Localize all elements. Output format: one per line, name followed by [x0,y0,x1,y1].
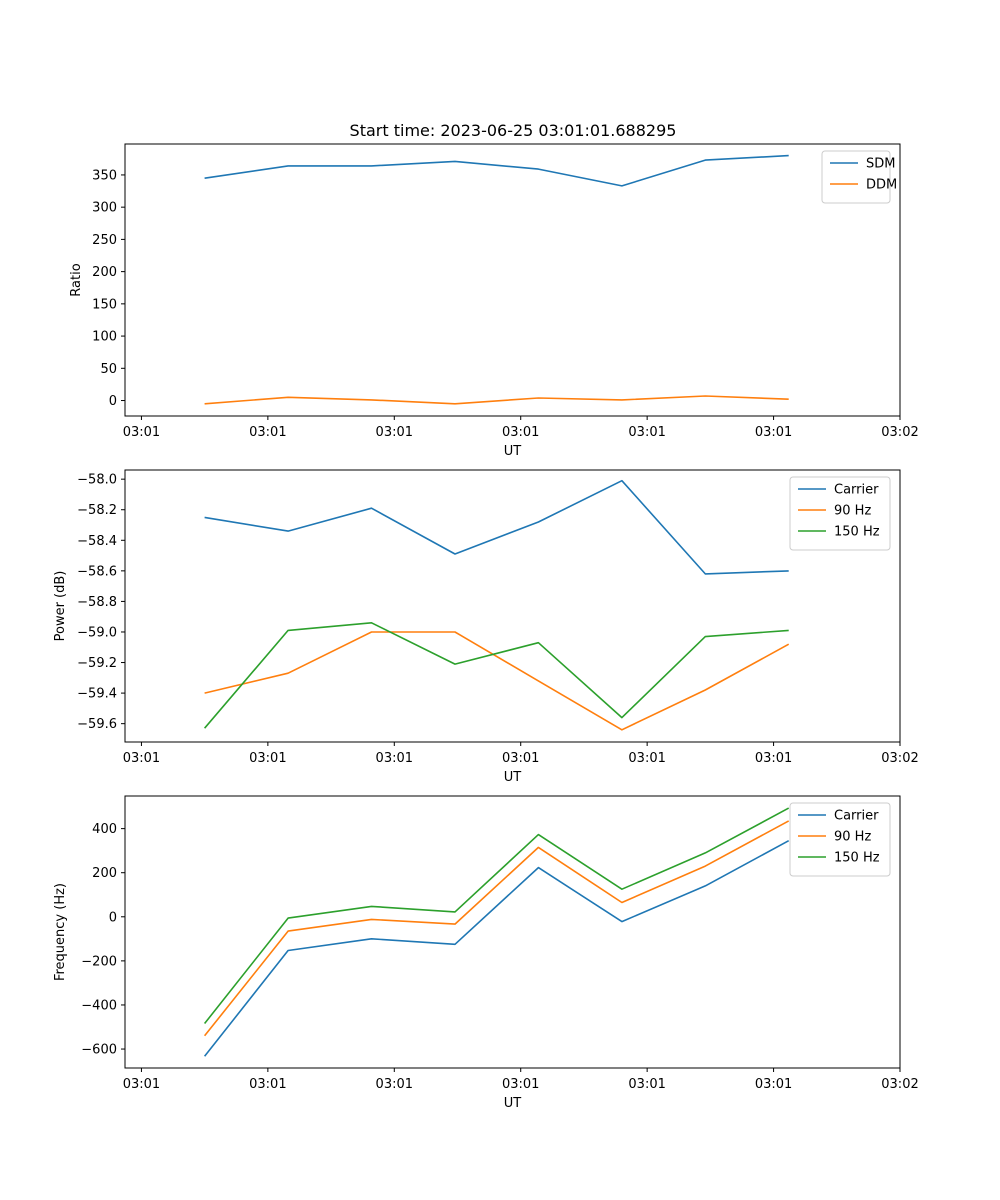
subplot-1: 03:01 03:01 03:01 03:01 03:01 03:01 03:02 0 50 10… [69,143,919,459]
legend-entry: 150 Hz [834,851,880,866]
y-tick-label: −59.0 [77,625,117,640]
legend-entry: SDM [866,157,895,172]
x-tick-label: 03:01 [123,1077,160,1092]
x-axis-label: UT [504,444,522,459]
x-tick-label: 03:02 [881,751,918,766]
legend-entry: Carrier [834,483,879,498]
x-tick-label: 03:01 [376,425,413,440]
x-axis-label: UT [504,1096,522,1111]
y-tick-label: −58.0 [77,473,117,488]
x-tick-label: 03:01 [249,751,286,766]
legend-entry: Carrier [834,809,879,824]
y-tick-label: 100 [92,330,117,345]
y-tick-label: −58.2 [77,503,117,518]
axes-frame [124,795,901,1069]
x-tick-label: 03:01 [628,1077,665,1092]
subplot-3: 03:01 03:01 03:01 03:01 03:01 03:01 03:02 −600 −… [53,795,919,1111]
axes-frame [124,143,901,417]
x-tick-label: 03:02 [881,425,918,440]
series-line-90-hz [204,631,790,731]
legend-entry: 150 Hz [834,525,880,540]
legend: Carrier 90 Hz 150 Hz [789,802,891,877]
series-line-sdm [204,154,789,187]
y-axis-label: Ratio [69,263,84,296]
legend-entry: 90 Hz [834,830,871,845]
series-line-carrier [203,839,790,1057]
y-tick-label: 200 [92,265,117,280]
legend: Carrier 90 Hz 150 Hz [789,476,891,551]
series-line-90-hz [203,820,790,1037]
y-tick-label: −400 [81,998,117,1013]
axes-frame [124,469,901,743]
x-tick-label: 03:01 [755,751,792,766]
x-tick-label: 03:02 [881,1077,918,1092]
x-tick-label: 03:01 [628,751,665,766]
x-tick-label: 03:01 [249,425,286,440]
y-tick-label: −59.6 [77,717,117,732]
legend-box [821,150,891,204]
subplots: 03:01 03:01 03:01 03:01 03:01 03:01 03:02 0 50 10… [53,143,919,1111]
x-tick-label: 03:01 [628,425,665,440]
x-tick-label: 03:01 [376,1077,413,1092]
x-tick-label: 03:01 [249,1077,286,1092]
x-tick-label: 03:01 [376,751,413,766]
y-tick-label: 200 [92,866,117,881]
y-tick-label: 0 [109,394,117,409]
chart-title: Start time: 2023-06-25 03:01:01.688295 [350,121,677,140]
y-axis-label: Power (dB) [53,571,68,642]
y-tick-label: 250 [92,233,117,248]
legend: SDM DDM [821,150,897,204]
x-tick-label: 03:01 [123,751,160,766]
series-line-ddm [204,395,789,405]
series-line-carrier [204,479,789,575]
y-tick-label: 350 [92,168,117,183]
y-axis-label: Frequency (Hz) [53,883,68,981]
legend-entry: DDM [866,178,897,193]
x-axis-label: UT [504,770,522,785]
y-tick-label: −58.4 [77,534,117,549]
x-tick-label: 03:01 [502,1077,539,1092]
x-tick-label: 03:01 [755,425,792,440]
y-tick-label: −59.4 [77,687,117,702]
y-tick-label: 300 [92,201,117,216]
y-tick-label: −58.6 [77,564,117,579]
y-tick-label: 400 [92,822,117,837]
y-tick-label: −58.8 [77,595,117,610]
x-tick-label: 03:01 [755,1077,792,1092]
y-tick-label: −600 [81,1043,117,1058]
subplot-2: 03:01 03:01 03:01 03:01 03:01 03:01 03:02 −59.6… [53,469,919,785]
y-tick-label: 50 [100,362,117,377]
y-tick-label: 150 [92,297,117,312]
series-line-150-hz [203,807,790,1024]
x-tick-label: 03:01 [123,425,160,440]
y-tick-label: −59.2 [77,656,117,671]
series-line-150-hz [203,621,789,729]
y-tick-label: 0 [109,910,117,925]
y-tick-label: −200 [81,954,117,969]
x-tick-label: 03:01 [502,425,539,440]
legend-entry: 90 Hz [834,504,871,519]
x-tick-label: 03:01 [502,751,539,766]
